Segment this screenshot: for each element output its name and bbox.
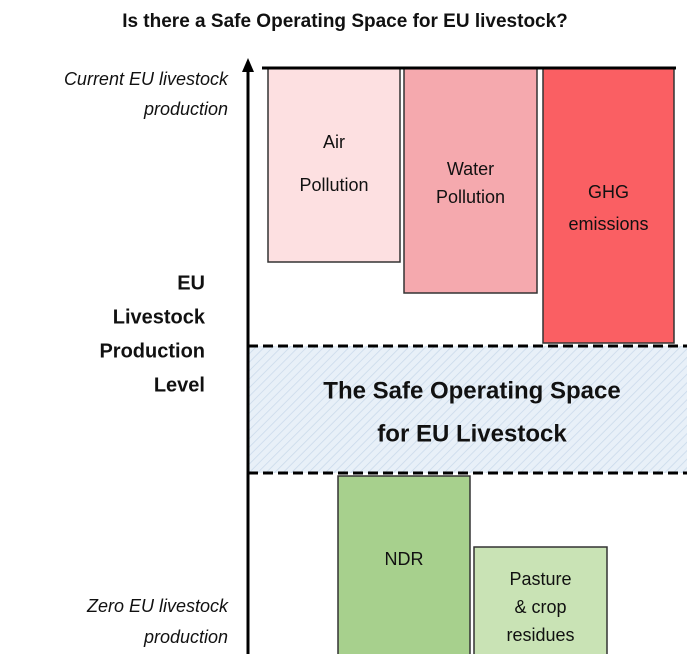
resource-box-label: & crop [514,597,566,617]
safe-space-band [248,346,687,473]
axis-arrow [242,58,254,72]
axis-bottom-label: production [143,627,228,647]
pressure-box-label: Air [323,132,345,152]
pressure-box-label: GHG [588,182,629,202]
pressure-box [403,67,538,294]
pressure-box-label: Pollution [299,175,368,195]
safe-space-label: for EU Livestock [377,420,567,447]
resource-box-label: residues [506,625,574,645]
axis-label: Livestock [113,306,206,328]
axis-bottom-label: Zero EU livestock [86,596,229,616]
resource-box-label: Pasture [509,569,571,589]
pressure-box-label: Pollution [436,187,505,207]
resource-box [473,546,608,654]
axis-top-label: Current EU livestock [64,69,229,89]
pressure-box [542,67,675,344]
axis-label: EU [177,272,205,294]
pressure-box-label: Water [447,159,494,179]
resource-box-label: NDR [385,549,424,569]
pressure-box-label: emissions [568,214,648,234]
axis-label: Production [99,340,205,362]
resource-box [337,475,471,654]
pressure-box [267,67,401,263]
safe-space-label: The Safe Operating Space [323,377,620,404]
axis-top-label: production [143,99,228,119]
title: Is there a Safe Operating Space for EU l… [122,11,568,32]
axis-label: Level [154,374,205,396]
